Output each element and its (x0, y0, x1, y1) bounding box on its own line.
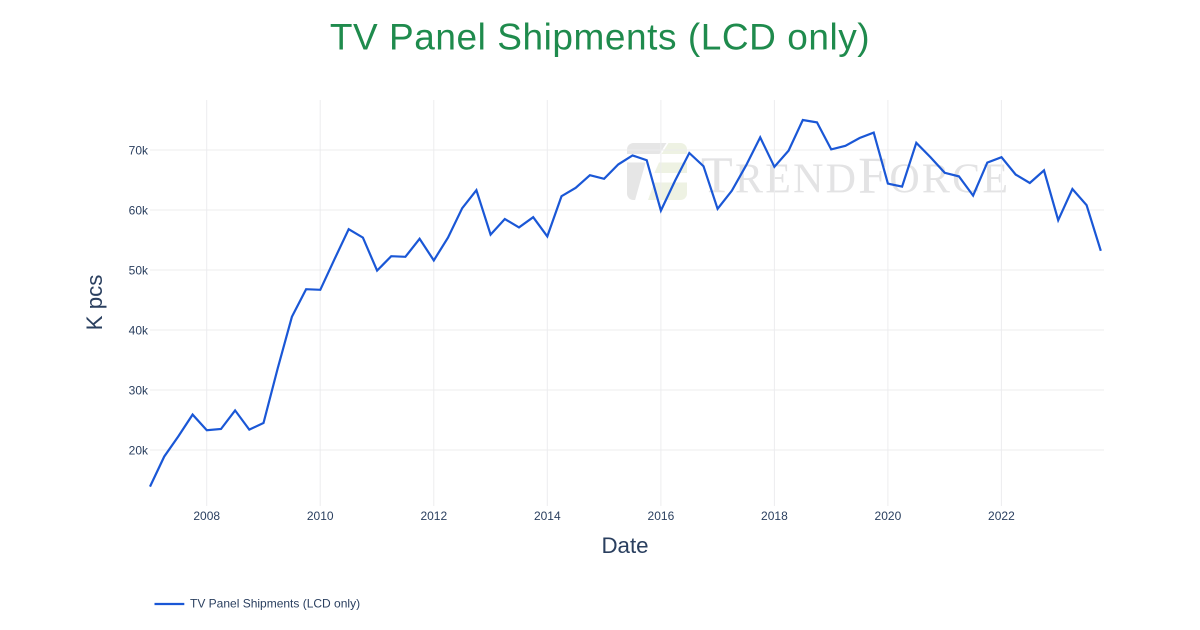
svg-text:TV Panel Shipments (LCD only): TV Panel Shipments (LCD only) (330, 17, 870, 58)
svg-text:TV Panel Shipments (LCD only): TV Panel Shipments (LCD only) (190, 597, 360, 611)
svg-text:30k: 30k (129, 383, 149, 397)
svg-text:2008: 2008 (193, 509, 220, 523)
svg-text:2014: 2014 (534, 509, 561, 523)
svg-text:2018: 2018 (761, 509, 788, 523)
svg-text:20k: 20k (129, 443, 149, 457)
svg-text:70k: 70k (129, 143, 149, 157)
svg-text:Date: Date (601, 533, 648, 558)
svg-text:60k: 60k (129, 203, 149, 217)
svg-text:2016: 2016 (648, 509, 675, 523)
svg-text:2010: 2010 (307, 509, 334, 523)
svg-text:40k: 40k (129, 323, 149, 337)
svg-text:2022: 2022 (988, 509, 1015, 523)
svg-text:K pcs: K pcs (82, 275, 107, 331)
svg-text:TRENDFORCE: TRENDFORCE (701, 146, 1010, 204)
svg-text:50k: 50k (129, 263, 149, 277)
svg-text:2020: 2020 (875, 509, 902, 523)
svg-text:2012: 2012 (420, 509, 447, 523)
